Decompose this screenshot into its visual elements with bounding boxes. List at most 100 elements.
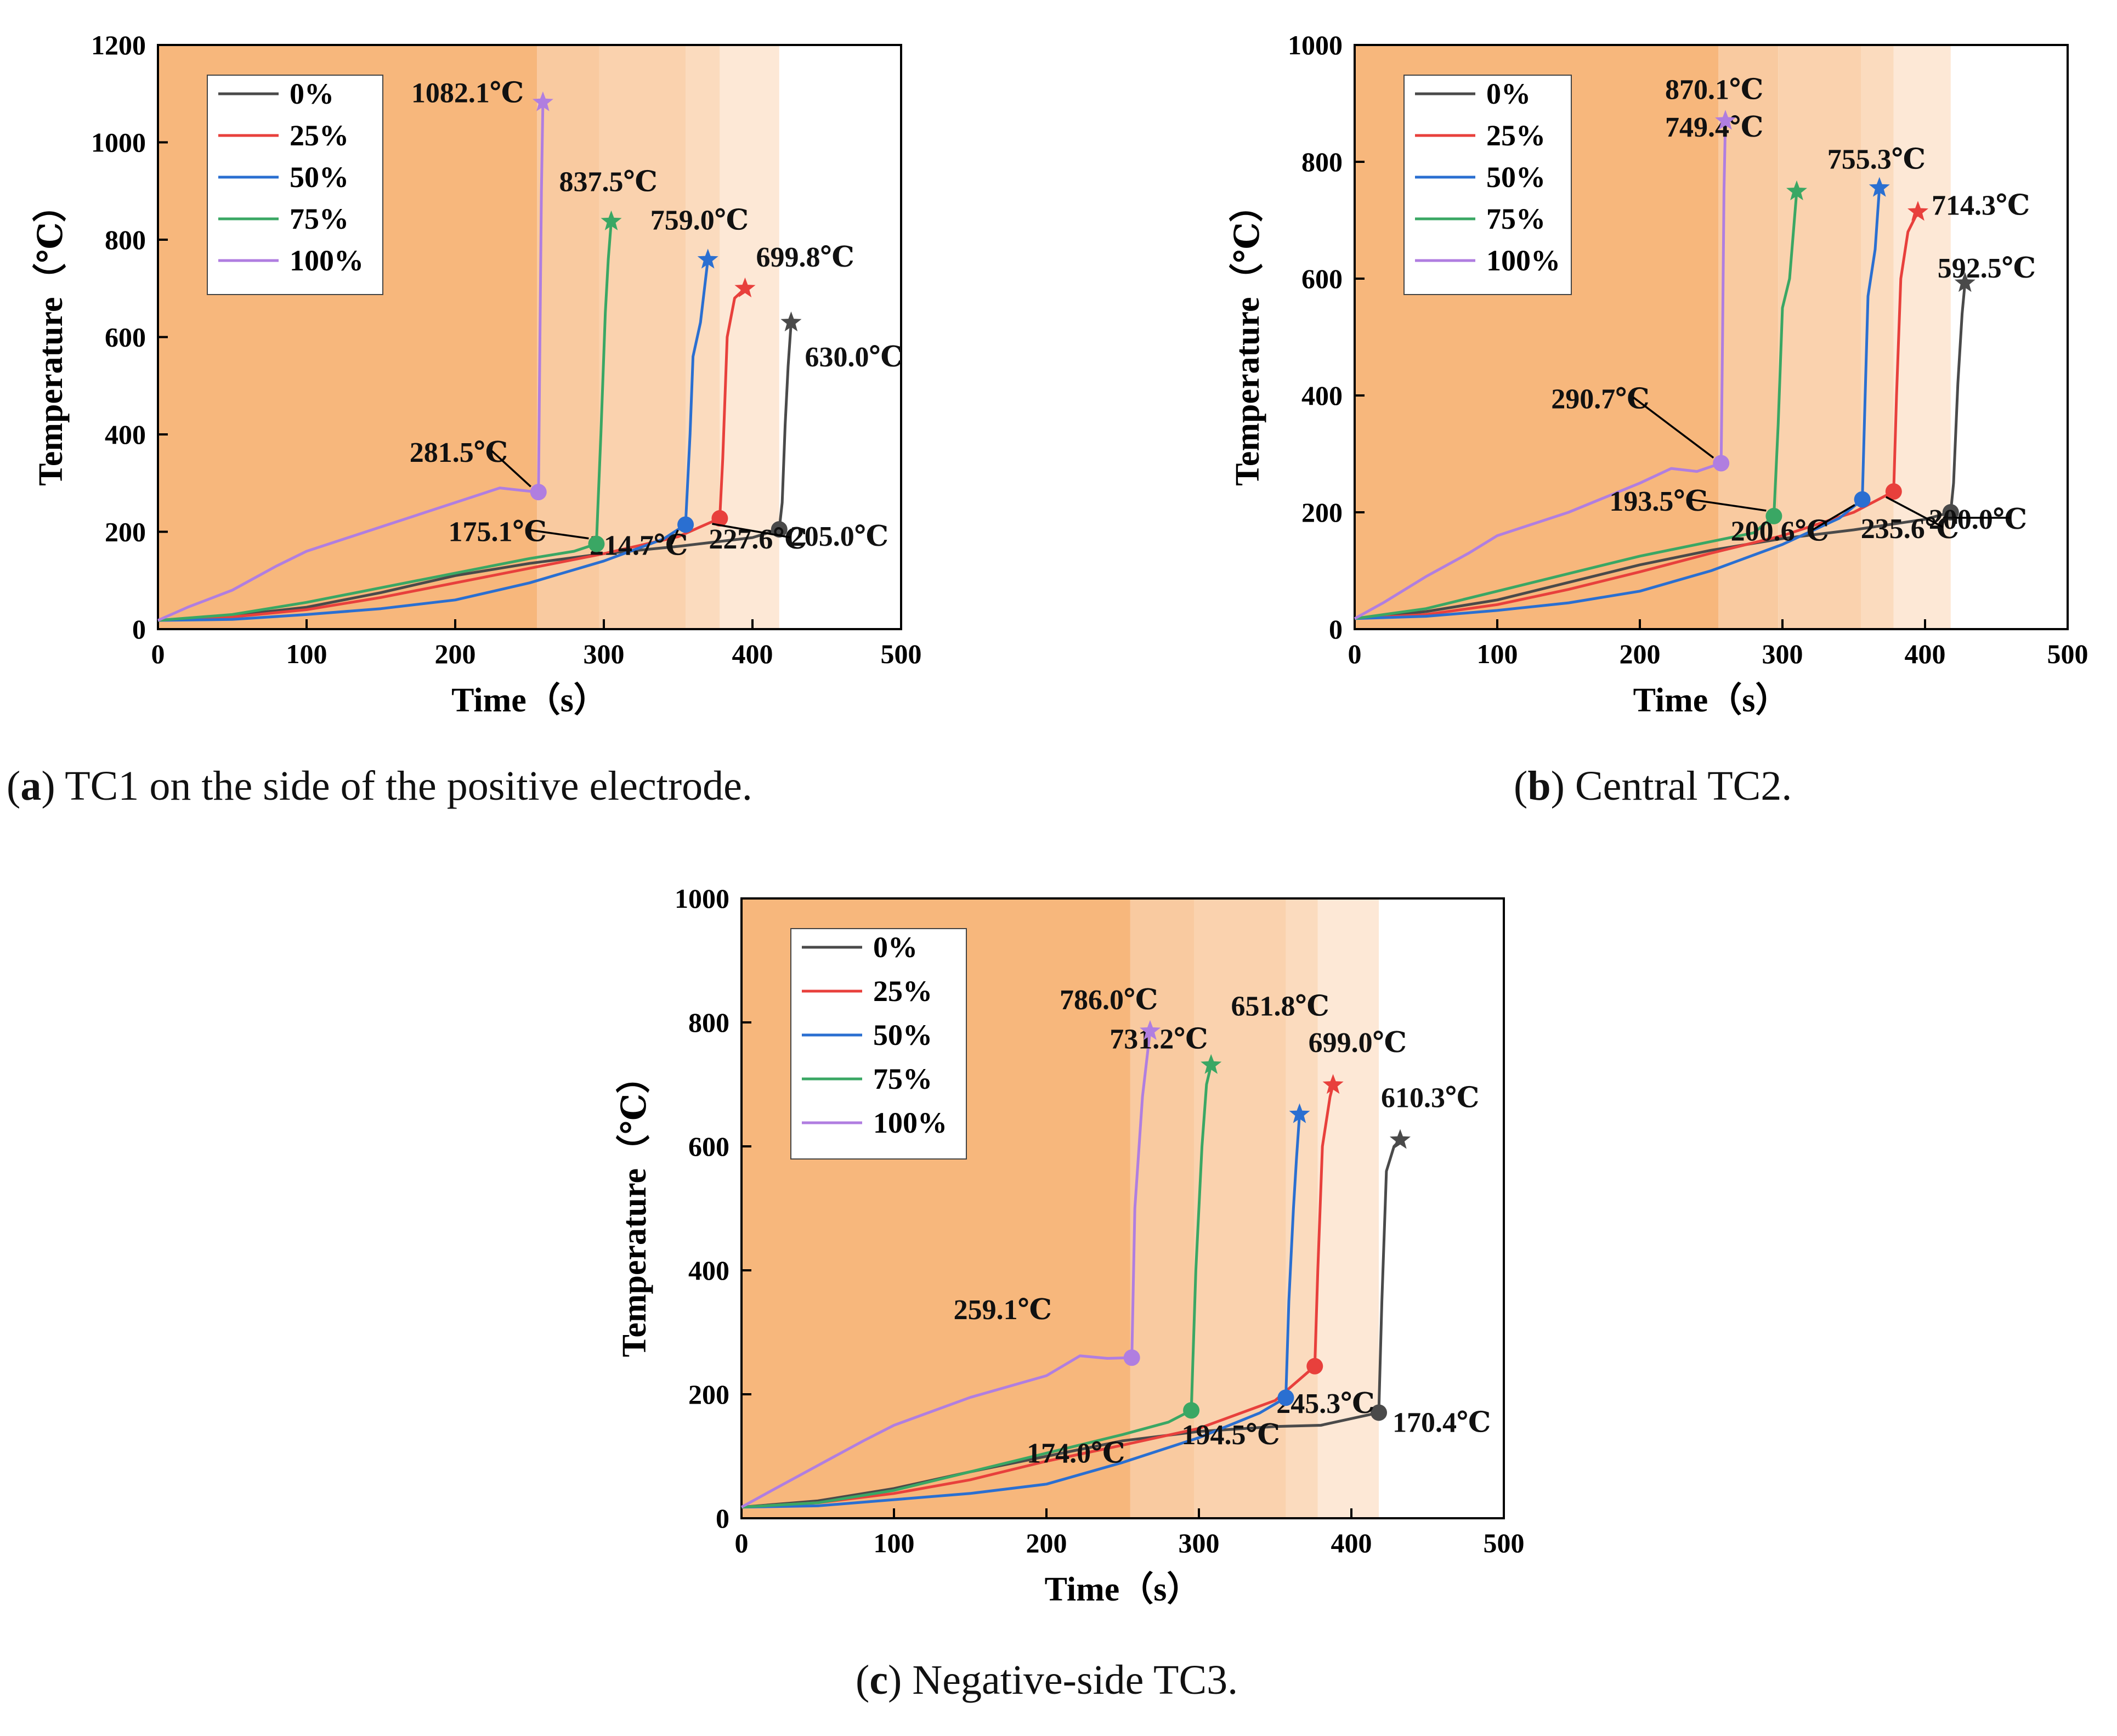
peak-label: 759.0℃ (650, 205, 749, 236)
y-tick-label: 600 (1301, 263, 1343, 294)
caption-a: (a) TC1 on the side of the positive elec… (7, 763, 752, 809)
peak-label: 592.5℃ (1938, 253, 2036, 284)
peak-label: 755.3℃ (1827, 144, 1926, 176)
onset-arrow (491, 450, 531, 488)
stage-band-3 (599, 45, 686, 629)
x-tick-label: 200 (1620, 638, 1661, 669)
y-tick-label: 1000 (91, 127, 146, 158)
stage-band-2 (1718, 45, 1779, 629)
peak-marker-25pct (1322, 1074, 1344, 1094)
x-tick-label: 100 (286, 638, 327, 669)
x-axis-label: Time（s） (451, 681, 608, 719)
plot-frame (1354, 44, 2069, 630)
series-line-50pct (157, 259, 710, 622)
y-tick-label: 200 (688, 1379, 729, 1410)
peak-label: 651.8℃ (1231, 991, 1329, 1022)
legend-label: 75% (1486, 202, 1546, 235)
y-tick-label: 200 (1301, 497, 1343, 528)
y-tick-label: 800 (1301, 146, 1343, 177)
peak-marker-25pct (1907, 201, 1928, 221)
x-tick-label: 100 (874, 1528, 915, 1558)
y-axis-label: Temperature（℃） (615, 1060, 653, 1358)
y-tick-label: 1000 (1288, 30, 1343, 60)
legend-label: 75% (290, 202, 349, 235)
caption-b: (b) Central TC2. (1514, 763, 1792, 809)
series-line-100pct (157, 102, 545, 622)
stage-band-5 (1893, 45, 1951, 629)
y-tick-label: 400 (105, 419, 146, 450)
x-axis-label: Time（s） (1633, 681, 1790, 719)
onset-label: 200.0℃ (1929, 504, 2027, 535)
onset-label: 194.5℃ (1181, 1420, 1280, 1451)
series-line-50pct (741, 1114, 1301, 1509)
peak-marker-75pct (1201, 1054, 1222, 1074)
onset-marker-0pct (771, 521, 788, 538)
x-tick-label: 500 (2047, 638, 2088, 669)
legend-label: 50% (873, 1019, 932, 1051)
series-line-75pct (741, 1065, 1213, 1509)
x-axis-label: Time（s） (1045, 1570, 1201, 1608)
x-tick-label: 300 (1762, 638, 1803, 669)
onset-label: 174.0℃ (1027, 1438, 1125, 1469)
x-tick-label: 500 (1484, 1528, 1525, 1558)
peak-marker-75pct (601, 210, 622, 230)
series-line-75pct (1354, 191, 1798, 620)
x-tick-label: 0 (735, 1528, 749, 1558)
onset-label: 290.7℃ (1551, 384, 1649, 415)
series-line-75pct (157, 221, 613, 622)
onset-label: 235.6℃ (1861, 513, 1959, 545)
onset-arrow (712, 523, 791, 539)
legend-label: 25% (873, 975, 932, 1008)
onset-marker-75pct (588, 535, 605, 552)
onset-marker-25pct (711, 510, 728, 527)
x-tick-label: 200 (1026, 1528, 1067, 1558)
peak-marker-50pct (697, 248, 718, 269)
legend-box (1403, 75, 1572, 295)
series-line-25pct (157, 287, 746, 622)
y-axis-label: Temperature（℃） (31, 188, 70, 486)
onset-marker-75pct (1183, 1402, 1200, 1419)
legend-label: 0% (873, 931, 918, 964)
peak-label: 749.4℃ (1665, 112, 1763, 143)
peak-marker-50pct (1869, 177, 1890, 197)
x-tick-label: 0 (151, 638, 165, 669)
peak-marker-50pct (1289, 1103, 1310, 1123)
x-tick-label: 0 (1348, 638, 1362, 669)
peak-marker-25pct (734, 277, 756, 298)
onset-arrow (1885, 496, 1944, 528)
onset-marker-50pct (1854, 491, 1871, 508)
peak-marker-0pct (1954, 272, 1976, 292)
legend-label: 50% (290, 161, 349, 194)
chart-panel-a: 0 100 200 300 400 500 0 200 400 600 800 1000 1200 Tim… (31, 30, 922, 719)
y-tick-label: 800 (105, 224, 146, 255)
y-tick-label: 800 (688, 1007, 729, 1038)
onset-marker-50pct (677, 516, 694, 533)
legend-label: 75% (873, 1062, 932, 1095)
peak-label: 699.8℃ (756, 242, 854, 273)
x-tick-label: 100 (1477, 638, 1518, 669)
y-tick-label: 1200 (91, 30, 146, 60)
peak-label: 870.1℃ (1665, 74, 1763, 105)
onset-label: 193.5℃ (1609, 486, 1707, 517)
onset-arrow (1812, 504, 1855, 531)
chart-panel-c: 0 100 200 300 400 500 0 200 400 600 800 1000 Time（s）… (615, 883, 1525, 1608)
onset-label: 259.1℃ (954, 1294, 1052, 1326)
onset-label: 175.1℃ (448, 517, 546, 548)
onset-label: 170.4℃ (1393, 1407, 1491, 1438)
peak-marker-75pct (1786, 180, 1807, 201)
legend-label: 25% (1486, 119, 1546, 152)
onset-marker-75pct (1765, 507, 1782, 524)
legend-label: 100% (1486, 244, 1560, 277)
caption-c: (c) Negative-side TC3. (856, 1657, 1238, 1703)
series-line-25pct (1354, 211, 1920, 620)
y-tick-label: 200 (105, 517, 146, 547)
onset-arrow (671, 529, 679, 545)
x-tick-label: 300 (1179, 1528, 1220, 1558)
onset-marker-25pct (1306, 1358, 1323, 1375)
onset-marker-100pct (1123, 1349, 1140, 1366)
y-tick-label: 0 (1329, 614, 1343, 644)
onset-label: 281.5℃ (410, 437, 508, 468)
x-tick-label: 500 (881, 638, 922, 669)
x-tick-label: 300 (584, 638, 625, 669)
